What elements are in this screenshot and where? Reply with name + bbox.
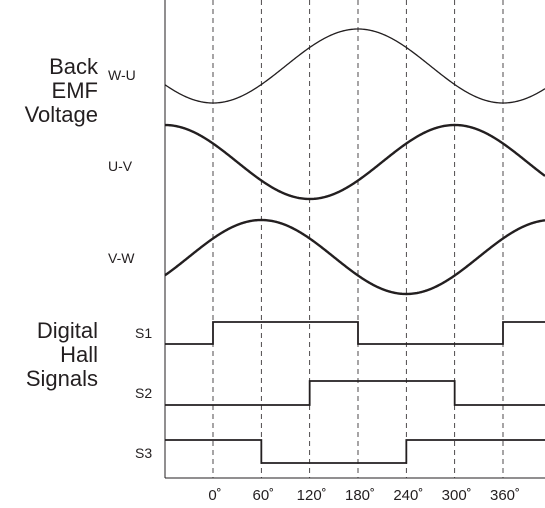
waveform-w-u [164,28,545,104]
waveform-u-v [164,123,545,201]
hall-label-s2: S2 [135,385,152,401]
degree-axis-labels: 0˚ 60˚ 120˚ 180˚ 240˚ 300˚ 360˚ [208,487,520,504]
hall-trace-s1 [165,321,545,345]
back-emf-voltage-label: Back EMF Voltage [2,55,98,127]
signal-labels: W-U U-V V-W S1 S2 S3 [108,67,152,461]
degree-label-180: 180˚ [345,487,375,504]
hall-label-line-2: Hall [60,342,98,367]
waveform-label-u-v: U-V [108,158,133,174]
hall-label-line-1: Digital [36,318,98,343]
hall-label-line-3: Signals [25,366,98,391]
back-emf-waveforms [164,28,545,296]
degree-label-300: 300˚ [442,487,472,504]
degree-gridlines [212,0,504,478]
hall-trace-s3 [165,439,545,464]
digital-hall-signals-label: Digital Hall Signals [2,319,98,391]
degree-label-240: 240˚ [393,487,423,504]
emf-label-line-1: Back [49,54,98,79]
plot-frame [164,0,545,479]
emf-label-line-2: EMF [51,78,98,103]
waveform-v-w [164,218,545,296]
hall-signal-traces [165,321,545,464]
degree-label-0: 0˚ [208,487,221,504]
degree-label-120: 120˚ [297,487,327,504]
hall-label-s3: S3 [135,445,152,461]
waveform-label-v-w: V-W [108,250,135,266]
waveform-label-w-u: W-U [108,67,136,83]
hall-trace-s2 [165,380,545,406]
emf-label-line-3: Voltage [24,102,98,127]
degree-label-360: 360˚ [490,487,520,504]
hall-label-s1: S1 [135,325,152,341]
degree-label-60: 60˚ [252,487,274,504]
